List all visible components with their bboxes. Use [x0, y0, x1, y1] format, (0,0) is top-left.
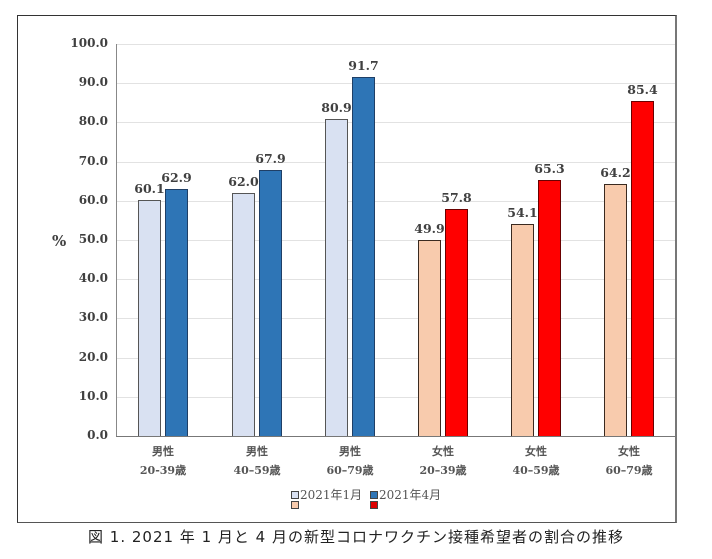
bar-apr — [352, 77, 375, 436]
y-tick-label: 10.0 — [78, 389, 108, 403]
gridline — [116, 279, 675, 280]
legend-swatch-jan-male — [291, 491, 299, 499]
x-axis — [116, 436, 675, 437]
x-category-label: 男性 60–79歳 — [310, 442, 390, 480]
legend-label-apr: 2021年4月 — [379, 488, 442, 502]
x-category-sex: 男性 — [246, 445, 268, 458]
y-tick-label: 70.0 — [78, 154, 108, 168]
gridline — [116, 201, 675, 202]
gridline — [116, 318, 675, 319]
bar-value-label: 54.1 — [507, 205, 538, 220]
legend-swatch-apr-female — [370, 501, 378, 509]
legend-swatch-apr-male — [370, 491, 378, 499]
x-category-age: 20-39歳 — [139, 464, 187, 477]
y-tick-label: 30.0 — [78, 310, 108, 324]
gridline — [116, 44, 675, 45]
x-category-label: 女性 20–39歳 — [403, 442, 483, 480]
bar-jan — [325, 119, 348, 436]
bar-apr — [631, 101, 654, 436]
figure-caption: 図 1. 2021 年 1 月と 4 月の新型コロナワクチン接種希望者の割合の推… — [88, 528, 624, 546]
x-category-sex: 女性 — [525, 445, 547, 458]
y-tick-label: 90.0 — [78, 75, 108, 89]
y-tick-label: 50.0 — [78, 232, 108, 246]
bar-value-label: 85.4 — [627, 82, 658, 97]
legend-label-jan: 2021年1月 — [300, 488, 363, 502]
x-category-label: 男性 40–59歳 — [217, 442, 297, 480]
bar-value-label: 80.9 — [321, 100, 352, 115]
legend-swatch-jan-female — [291, 501, 299, 509]
bar-apr — [259, 170, 282, 436]
y-tick-label: 0.0 — [87, 428, 108, 442]
bar-apr — [445, 209, 468, 436]
x-category-sex: 男性 — [152, 445, 174, 458]
gridline — [116, 122, 675, 123]
x-category-age: 60–79歳 — [605, 464, 653, 477]
y-tick-label: 100.0 — [70, 36, 108, 50]
x-category-age: 60–79歳 — [326, 464, 374, 477]
y-tick-label: 40.0 — [78, 271, 108, 285]
gridline — [116, 162, 675, 163]
bar-jan — [138, 200, 161, 436]
y-axis-label: % — [52, 232, 67, 250]
bar-value-label: 49.9 — [414, 221, 445, 236]
bar-value-label: 62.9 — [161, 170, 192, 185]
x-category-sex: 女性 — [432, 445, 454, 458]
bar-jan — [232, 193, 255, 436]
y-axis — [116, 44, 117, 436]
x-category-age: 20–39歳 — [419, 464, 467, 477]
y-tick-label: 20.0 — [78, 350, 108, 364]
x-category-label: 男性 20-39歳 — [123, 442, 203, 480]
gridline — [116, 240, 675, 241]
bar-value-label: 65.3 — [534, 161, 565, 176]
bar-jan — [418, 240, 441, 436]
gridline — [116, 83, 675, 84]
bar-jan — [511, 224, 534, 436]
x-category-label: 女性 40–59歳 — [496, 442, 576, 480]
bar-value-label: 64.2 — [600, 165, 631, 180]
bar-jan — [604, 184, 627, 436]
x-category-sex: 男性 — [339, 445, 361, 458]
y-tick-label: 60.0 — [78, 193, 108, 207]
bar-value-label: 67.9 — [255, 151, 286, 166]
bar-value-label: 62.0 — [228, 174, 259, 189]
bar-value-label: 91.7 — [348, 58, 379, 73]
bar-apr — [165, 189, 188, 436]
bar-value-label: 57.8 — [441, 190, 472, 205]
gridline — [116, 397, 675, 398]
x-category-sex: 女性 — [618, 445, 640, 458]
gridline — [116, 358, 675, 359]
x-category-age: 40–59歳 — [512, 464, 560, 477]
bar-apr — [538, 180, 561, 436]
bar-value-label: 60.1 — [134, 181, 165, 196]
y-tick-label: 80.0 — [78, 114, 108, 128]
x-category-age: 40–59歳 — [233, 464, 281, 477]
x-category-label: 女性 60–79歳 — [589, 442, 669, 480]
